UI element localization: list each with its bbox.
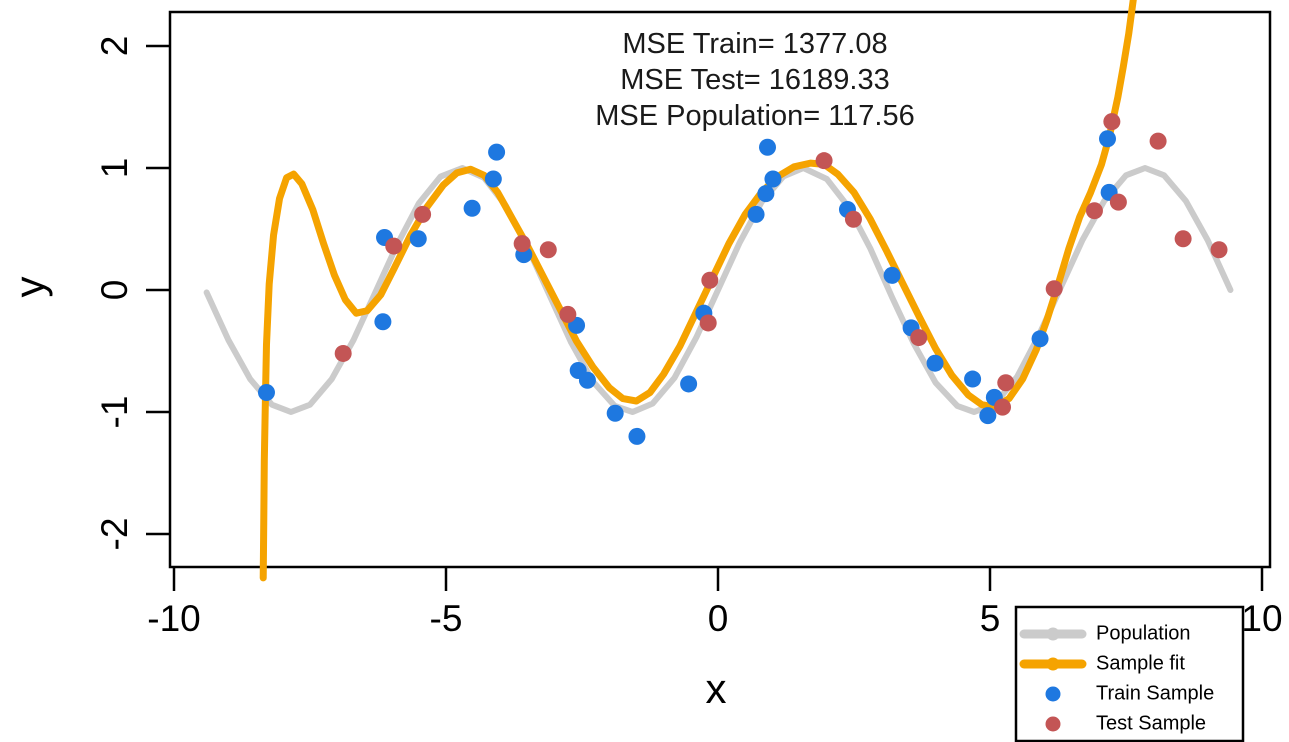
train-sample-point (484, 170, 502, 188)
test-sample-point (1210, 241, 1228, 259)
test-sample-point (994, 398, 1012, 416)
train-sample-point (257, 383, 275, 401)
x-axis-label: x (705, 665, 727, 712)
test-sample-point (1045, 280, 1063, 298)
sample-fit-curve (259, 0, 1137, 582)
train-sample-point (578, 371, 596, 389)
test-sample-point (1085, 202, 1103, 220)
legend-line-dot-marker (1046, 657, 1060, 671)
train-sample-point (1031, 330, 1049, 348)
train-sample-point (606, 404, 624, 422)
test-sample-point (1149, 132, 1167, 150)
mse-train-text: MSE Train= 1377.08 (622, 28, 888, 60)
test-sample-point (559, 305, 577, 323)
test-sample-point (844, 210, 862, 228)
train-sample-point (764, 170, 782, 188)
train-sample-point (964, 370, 982, 388)
test-sample-point (1109, 193, 1127, 211)
test-sample-point (414, 205, 432, 223)
test-sample-point (539, 241, 557, 259)
train-sample-point (979, 407, 997, 425)
train-sample-point (747, 205, 765, 223)
test-sample-point (1103, 113, 1121, 131)
train-sample-point (488, 143, 506, 161)
y-tick-label: -1 (94, 395, 135, 429)
test-sample-point (385, 237, 403, 255)
train-sample-point (757, 185, 775, 203)
train-sample-point (463, 199, 481, 217)
y-tick-label: -2 (94, 517, 135, 551)
train-sample-point (883, 266, 901, 284)
test-sample-point (997, 374, 1015, 392)
legend-dot-marker (1045, 686, 1061, 702)
mse-test-text: MSE Test= 16189.33 (620, 64, 890, 96)
test-sample-point (815, 152, 833, 170)
legend-label-train-sample: Train Sample (1096, 682, 1215, 705)
x-tick-label: 10 (1241, 598, 1283, 639)
y-tick-label: 2 (94, 35, 135, 57)
legend-dot-marker (1045, 716, 1061, 732)
test-sample-point (701, 271, 719, 289)
y-tick-label: 0 (94, 279, 135, 301)
test-sample-point (334, 344, 352, 362)
test-sample-point (910, 329, 928, 347)
train-sample-point (680, 375, 698, 393)
legend-line-dot-marker (1046, 627, 1060, 641)
mse-annotation: MSE Train= 1377.08 MSE Test= 16189.33 MS… (595, 26, 915, 134)
y-tick-label: 1 (94, 157, 135, 179)
train-sample-point (1099, 130, 1117, 148)
test-sample-point (699, 314, 717, 332)
legend-label-test-sample: Test Sample (1096, 712, 1207, 735)
mse-population-text: MSE Population= 117.56 (595, 100, 915, 132)
legend-label-sample-fit: Sample fit (1096, 652, 1185, 675)
population-curve (203, 165, 1234, 415)
test-sample-point (1174, 230, 1192, 248)
x-tick-label: 0 (707, 598, 729, 639)
x-tick-label: 5 (979, 598, 1001, 639)
x-tick-label: -5 (429, 598, 463, 639)
train-sample-point (409, 230, 427, 248)
x-tick-label: -10 (147, 598, 201, 639)
y-axis-label: y (6, 276, 53, 298)
train-sample-point (628, 427, 646, 445)
test-sample-point (513, 235, 531, 253)
train-sample-point (374, 313, 392, 331)
train-sample-point (926, 354, 944, 372)
legend-label-population: Population (1096, 622, 1191, 645)
train-sample-point (759, 138, 777, 156)
